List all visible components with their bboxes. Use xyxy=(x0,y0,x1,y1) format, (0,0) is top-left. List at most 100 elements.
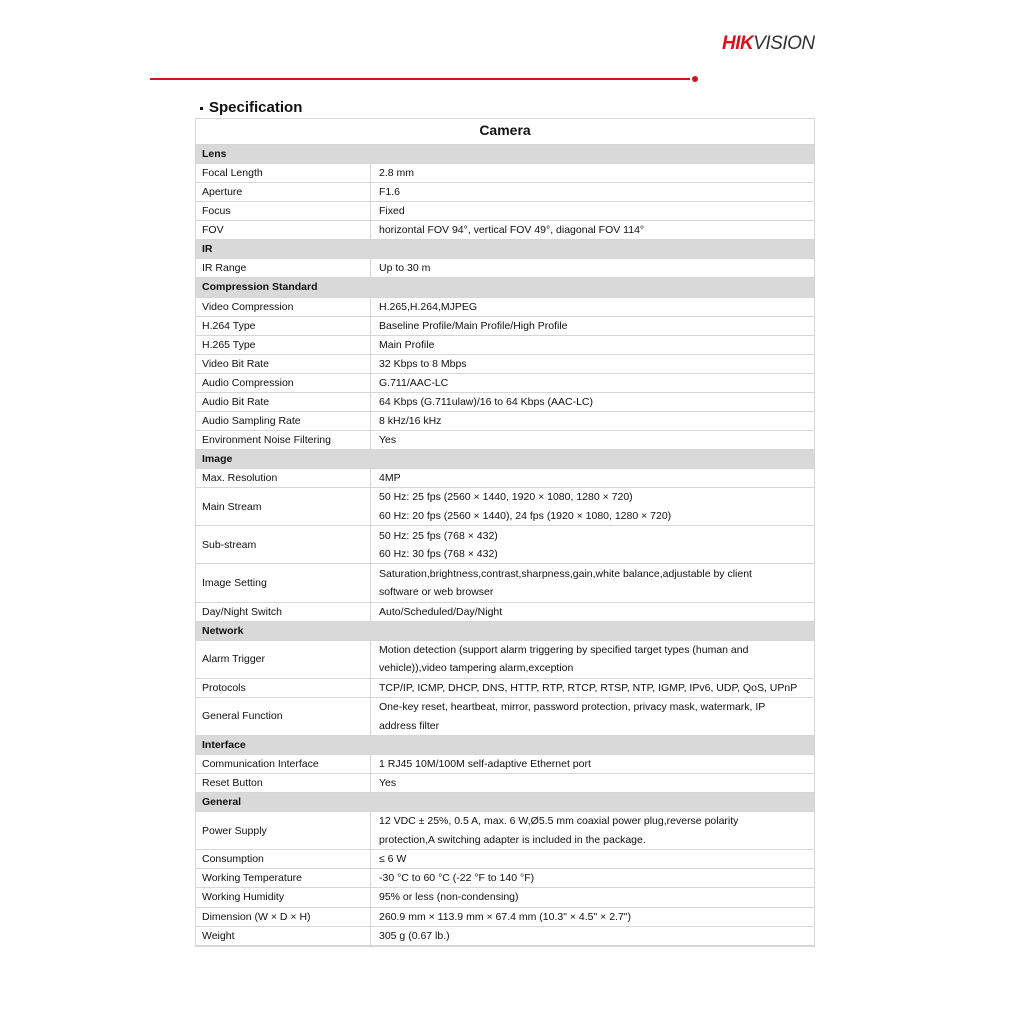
spec-label: Main Stream xyxy=(196,488,371,526)
spec-label: H.265 Type xyxy=(196,335,371,354)
spec-value-line: 95% or less (non-condensing) xyxy=(379,891,519,904)
section-row: Lens xyxy=(196,145,814,165)
spec-row: H.265 Type Main Profile xyxy=(196,335,814,355)
spec-value: Main Profile xyxy=(371,336,814,354)
spec-label: Max. Resolution xyxy=(196,469,371,488)
spec-row: Day/Night Switch Auto/Scheduled/Day/Night xyxy=(196,602,814,622)
spec-value-line: H.265,H.264,MJPEG xyxy=(379,300,478,313)
spec-label: Focus xyxy=(196,202,371,221)
spec-label: Communication Interface xyxy=(196,755,371,774)
spec-value-line: Yes xyxy=(379,777,397,790)
spec-value-line: horizontal FOV 94°, vertical FOV 49°, di… xyxy=(379,224,645,237)
spec-value-line: G.711/AAC-LC xyxy=(379,376,449,389)
spec-row: Video Bit Rate 32 Kbps to 8 Mbps xyxy=(196,354,814,374)
section-heading: Specification xyxy=(200,99,302,116)
spec-value-line: 4MP xyxy=(379,472,401,485)
spec-value-line: 8 kHz/16 kHz xyxy=(379,414,442,427)
spec-value-line: vehicle)),video tampering alarm,exceptio… xyxy=(379,662,574,675)
spec-label: Audio Bit Rate xyxy=(196,392,371,411)
spec-value: 2.8 mm xyxy=(371,164,814,182)
spec-value: G.711/AAC-LC xyxy=(371,374,814,392)
spec-label: Dimension (W × D × H) xyxy=(196,907,371,926)
spec-label: Day/Night Switch xyxy=(196,602,371,621)
spec-value: 8 kHz/16 kHz xyxy=(371,412,814,430)
spec-value-line: 260.9 mm × 113.9 mm × 67.4 mm (10.3" × 4… xyxy=(379,910,632,923)
spec-label: Working Temperature xyxy=(196,869,371,888)
spec-value: 1 RJ45 10M/100M self-adaptive Ethernet p… xyxy=(371,755,814,773)
spec-value-line: 1 RJ45 10M/100M self-adaptive Ethernet p… xyxy=(379,758,591,771)
table-title: Camera xyxy=(196,119,814,145)
spec-value: 305 g (0.67 lb.) xyxy=(371,927,814,945)
section-row: Network xyxy=(196,621,814,641)
spec-row: Communication Interface 1 RJ45 10M/100M s… xyxy=(196,755,814,775)
spec-value: Baseline Profile/Main Profile/High Profi… xyxy=(371,317,814,335)
spec-label: H.264 Type xyxy=(196,316,371,335)
spec-value-line: 2.8 mm xyxy=(379,167,415,180)
spec-value: Motion detection (support alarm triggeri… xyxy=(371,641,814,678)
spec-label: Aperture xyxy=(196,183,371,202)
spec-row: Audio Compression G.711/AAC-LC xyxy=(196,373,814,393)
spec-value: 4MP xyxy=(371,469,814,487)
spec-label: Reset Button xyxy=(196,774,371,793)
spec-table: Camera Lens Focal Length 2.8 mm Aperture F1.… xyxy=(195,118,815,947)
spec-value-line: 32 Kbps to 8 Mbps xyxy=(379,357,467,370)
spec-label: Consumption xyxy=(196,850,371,869)
spec-value: Up to 30 m xyxy=(371,259,814,277)
spec-value: Saturation,brightness,contrast,sharpness… xyxy=(371,564,814,601)
logo-text-dark: VISION xyxy=(753,33,815,54)
spec-label: Working Humidity xyxy=(196,888,371,907)
spec-value: One-key reset, heartbeat, mirror, passwo… xyxy=(371,698,814,735)
spec-label: Alarm Trigger xyxy=(196,640,371,678)
spec-value: horizontal FOV 94°, vertical FOV 49°, di… xyxy=(371,221,814,239)
spec-value-line: ≤ 6 W xyxy=(379,853,407,866)
spec-value-line: -30 °C to 60 °C (-22 °F to 140 °F) xyxy=(379,872,535,885)
section-row: Compression Standard xyxy=(196,278,814,298)
spec-value: ≤ 6 W xyxy=(371,850,814,868)
spec-label: Video Bit Rate xyxy=(196,354,371,373)
spec-value-line: Auto/Scheduled/Day/Night xyxy=(379,605,503,618)
spec-value: 64 Kbps (G.711ulaw)/16 to 64 Kbps (AAC-L… xyxy=(371,393,814,411)
spec-value-line: 12 VDC ± 25%, 0.5 A, max. 6 W,Ø5.5 mm co… xyxy=(379,815,739,828)
spec-value: 95% or less (non-condensing) xyxy=(371,888,814,906)
spec-value: 50 Hz: 25 fps (2560 × 1440, 1920 × 1080,… xyxy=(371,488,814,525)
spec-value: Fixed xyxy=(371,202,814,220)
spec-value-line: 60 Hz: 20 fps (2560 × 1440), 24 fps (192… xyxy=(379,509,672,522)
spec-row: FOV horizontal FOV 94°, vertical FOV 49°,… xyxy=(196,221,814,241)
spec-row: Audio Sampling Rate 8 kHz/16 kHz xyxy=(196,411,814,431)
spec-value: 260.9 mm × 113.9 mm × 67.4 mm (10.3" × 4… xyxy=(371,908,814,926)
spec-value: 50 Hz: 25 fps (768 × 432) 60 Hz: 30 fps (… xyxy=(371,526,814,563)
spec-row: Reset Button Yes xyxy=(196,774,814,794)
spec-row: Environment Noise Filtering Yes xyxy=(196,430,814,450)
spec-row: Consumption ≤ 6 W xyxy=(196,850,814,870)
spec-value-line: Main Profile xyxy=(379,338,435,351)
spec-label: Power Supply xyxy=(196,812,371,850)
spec-row: Main Stream 50 Hz: 25 fps (2560 × 1440, 1… xyxy=(196,488,814,527)
spec-value-line: TCP/IP, ICMP, DHCP, DNS, HTTP, RTP, RTCP… xyxy=(379,681,798,694)
spec-value-line: Up to 30 m xyxy=(379,262,431,275)
spec-value: F1.6 xyxy=(371,183,814,201)
spec-value: Auto/Scheduled/Day/Night xyxy=(371,603,814,621)
header-divider-dot xyxy=(692,76,698,82)
spec-value: 32 Kbps to 8 Mbps xyxy=(371,355,814,373)
spec-value: 12 VDC ± 25%, 0.5 A, max. 6 W,Ø5.5 mm co… xyxy=(371,812,814,849)
spec-row: Aperture F1.6 xyxy=(196,183,814,203)
spec-value-line: 50 Hz: 25 fps (768 × 432) xyxy=(379,529,498,542)
section-row: Image xyxy=(196,450,814,470)
header-divider xyxy=(150,78,690,80)
spec-row: General Function One-key reset, heartbeat… xyxy=(196,697,814,736)
spec-value: H.265,H.264,MJPEG xyxy=(371,298,814,316)
spec-row: Focal Length 2.8 mm xyxy=(196,164,814,184)
table-body: Lens Focal Length 2.8 mm Aperture F1.6 Focus F… xyxy=(196,145,814,946)
spec-value-line: Saturation,brightness,contrast,sharpness… xyxy=(379,567,752,580)
spec-label: Audio Sampling Rate xyxy=(196,411,371,430)
spec-label: Protocols xyxy=(196,678,371,697)
spec-row: H.264 Type Baseline Profile/Main Profile/… xyxy=(196,316,814,336)
spec-label: Weight xyxy=(196,926,371,945)
spec-row: IR Range Up to 30 m xyxy=(196,259,814,279)
spec-value: Yes xyxy=(371,774,814,792)
spec-value-line: Baseline Profile/Main Profile/High Profi… xyxy=(379,319,568,332)
spec-row: Audio Bit Rate 64 Kbps (G.711ulaw)/16 to … xyxy=(196,392,814,412)
spec-label: Environment Noise Filtering xyxy=(196,430,371,449)
spec-value-line: software or web browser xyxy=(379,586,494,599)
spec-value-line: 305 g (0.67 lb.) xyxy=(379,929,450,942)
